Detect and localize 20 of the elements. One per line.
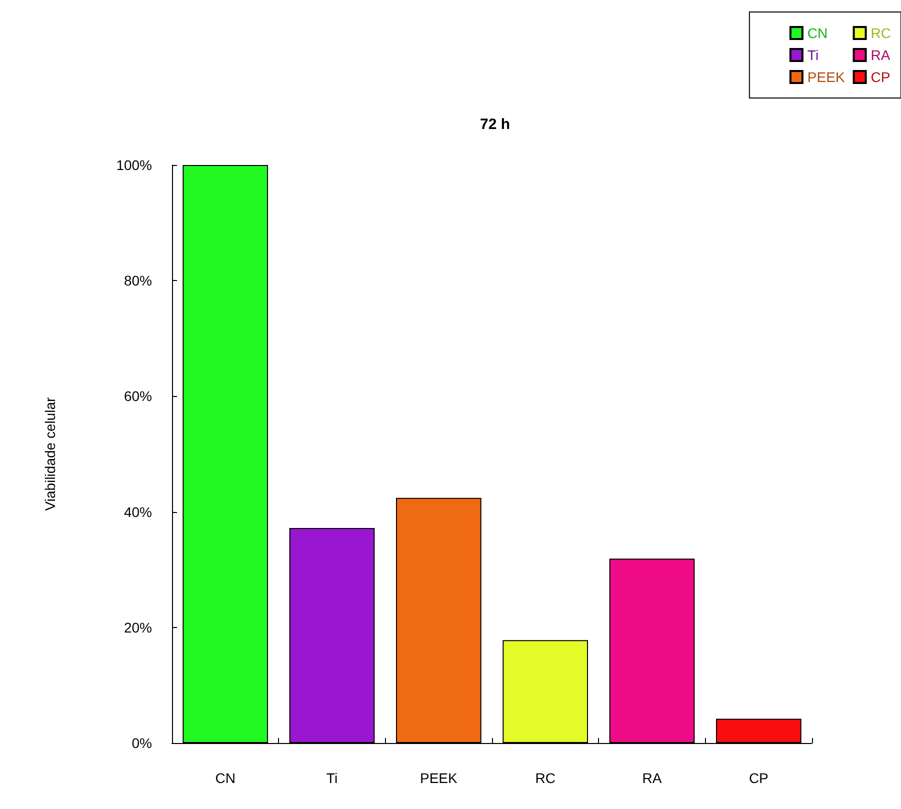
legend-label: RC [870, 25, 892, 41]
y-axis-title: Viabilidade celular [42, 396, 58, 511]
y-tick-label: 40% [124, 504, 152, 520]
legend-label: CN [807, 25, 828, 41]
legend-label: RA [870, 47, 891, 63]
chart-title: 72 h [480, 116, 510, 133]
x-tick-label: CP [748, 770, 768, 786]
x-tick-label: CN [215, 770, 236, 786]
y-tick-label: 0% [132, 735, 152, 751]
y-tick-label: 60% [124, 388, 152, 404]
x-tick-label: RA [642, 770, 662, 786]
y-tick-label: 20% [124, 619, 152, 636]
legend-label: Ti [807, 47, 819, 63]
x-tick-label: RC [535, 770, 556, 786]
x-tick-label: Ti [326, 770, 338, 786]
x-tick-label: PEEK [420, 770, 458, 786]
legend-label: CP [870, 69, 890, 85]
y-tick-label: 100% [116, 157, 152, 173]
y-tick-label: 80% [124, 272, 152, 289]
legend-label: PEEK [807, 69, 846, 85]
